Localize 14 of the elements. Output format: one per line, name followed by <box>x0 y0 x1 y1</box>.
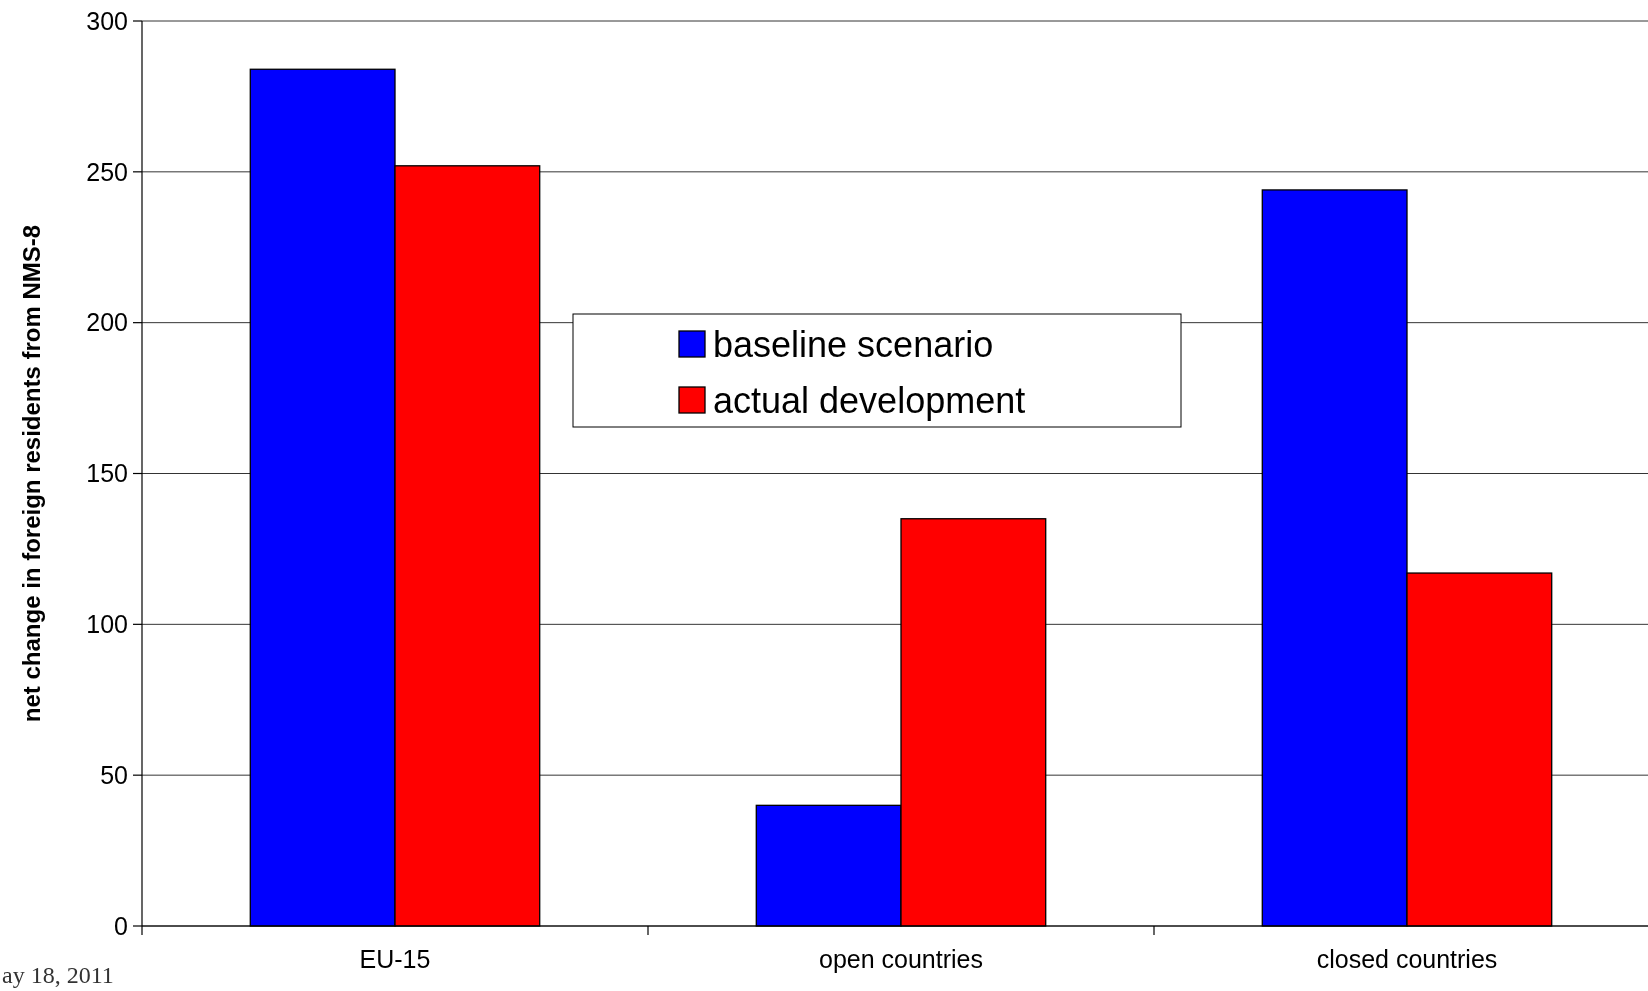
y-axis-title: net change in foreign residents from NMS-8 <box>18 224 45 723</box>
y-tick-label: 50 <box>100 760 128 789</box>
y-tick-label: 300 <box>86 6 128 35</box>
y-tick-label: 0 <box>114 911 128 940</box>
y-tick-label: 200 <box>86 308 128 337</box>
x-tick-label: closed countries <box>1316 945 1498 973</box>
x-tick-label: open countries <box>818 945 984 973</box>
x-tick-label: EU-15 <box>359 945 431 973</box>
y-tick-label: 250 <box>86 157 128 186</box>
y-tick-label: 150 <box>86 459 128 488</box>
legend-label: actual development <box>713 379 1026 421</box>
text: ay 18, 2011 <box>2 962 114 988</box>
legend-label: baseline scenario <box>713 323 994 365</box>
y-tick-label: 100 <box>86 610 128 639</box>
